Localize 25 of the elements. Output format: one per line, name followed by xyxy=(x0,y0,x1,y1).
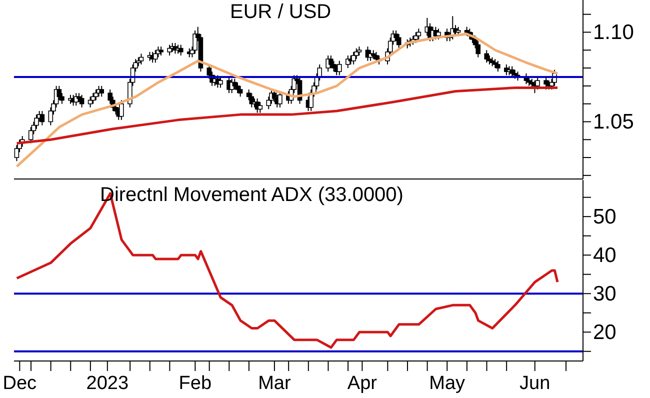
y-tick-label: 30 xyxy=(593,282,616,306)
y-tick-label: 20 xyxy=(593,321,616,344)
candlestick xyxy=(496,60,500,72)
x-tick-label: Jun xyxy=(520,373,550,394)
x-tick-label: Feb xyxy=(178,373,212,394)
candlestick xyxy=(90,92,96,104)
y-tick-label: 40 xyxy=(593,244,616,268)
candlestick xyxy=(138,53,144,65)
candlestick xyxy=(328,54,334,69)
chart-title: EUR / USD xyxy=(230,1,332,24)
y-tick-label: 1.05 xyxy=(593,110,634,134)
candlestick xyxy=(484,50,490,64)
y-tick-label: 1.10 xyxy=(593,21,634,44)
candlestick xyxy=(153,50,158,64)
candlestick xyxy=(218,76,223,88)
chart-title: Directnl Movement ADX (33.0000) xyxy=(100,184,404,207)
x-tick-label: Apr xyxy=(347,373,378,394)
x-tick-label: Mar xyxy=(258,373,292,394)
x-tick-label: May xyxy=(429,373,466,394)
candlestick xyxy=(258,102,263,114)
candlestick xyxy=(238,85,243,98)
x-tick-label: Dec xyxy=(2,373,37,394)
x-tick-label: 2023 xyxy=(86,373,129,394)
candlestick xyxy=(94,89,98,101)
y-tick-label: 50 xyxy=(593,206,616,229)
